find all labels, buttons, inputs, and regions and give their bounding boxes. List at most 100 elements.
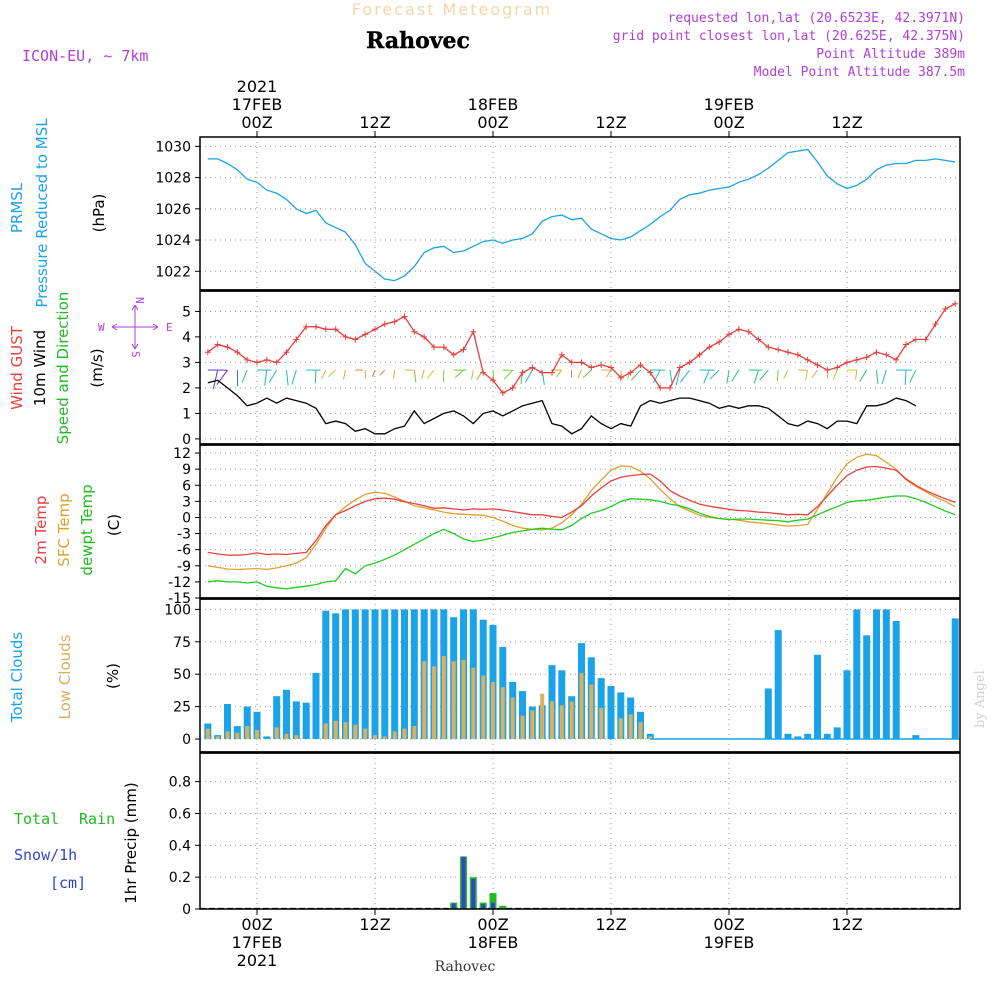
top-time-label: 17FEB [232, 95, 283, 114]
total-cloud-bar [263, 736, 271, 739]
gust-marker [932, 321, 939, 328]
total-cloud-bar [283, 689, 290, 740]
gust-marker [342, 333, 349, 340]
gust-marker [785, 349, 791, 356]
total-cloud-bar [342, 609, 349, 740]
wind-arrow [605, 369, 612, 378]
gust-marker [952, 300, 959, 307]
wind-arrow [393, 369, 396, 379]
wind-arrow [291, 369, 297, 385]
sfc-temp-line [207, 453, 956, 571]
gust-marker [903, 341, 909, 348]
gust-marker [254, 359, 260, 366]
gust-marker [922, 336, 929, 343]
footer-location: Rahovec [435, 959, 496, 975]
gust-marker [804, 356, 811, 363]
gust-marker [873, 349, 880, 356]
wind-arrow [630, 369, 641, 381]
super-title: Forecast Meteogram [352, 0, 552, 19]
gust-marker [381, 321, 388, 328]
bottom-time-label: 00Z [713, 915, 744, 934]
clouds-panel: 0 25 50 75 100 Total Clouds Low Clouds (%) [8, 599, 960, 752]
gust-marker [706, 344, 713, 351]
legend-snow: Snow/1h [14, 846, 77, 864]
total-cloud-bar [764, 688, 772, 740]
gust-marker [657, 384, 664, 391]
low-cloud-bar [451, 661, 456, 739]
compass-e: E [166, 321, 173, 334]
low-cloud-bar [520, 715, 525, 739]
clouds-ytick-label: 0 [182, 732, 191, 748]
pressure-ytick-label: 1028 [155, 171, 191, 187]
wind-arrow [859, 369, 868, 383]
snow-bar [481, 904, 486, 909]
gust-marker [617, 374, 624, 381]
watermark: by Angel [973, 670, 988, 728]
wind-arrow [216, 369, 228, 385]
wind-arrow [909, 369, 917, 383]
wind-ytick-label: 5 [182, 304, 191, 320]
axis-label: Total Clouds [8, 632, 26, 724]
gust-marker [499, 390, 506, 396]
gust-marker [322, 326, 329, 333]
pressure-panel: 1022 1024 1026 1028 1030 PRMSL Pressure Reduce… [8, 118, 960, 308]
low-cloud-bar [530, 710, 535, 739]
wind-speed-line [207, 379, 917, 435]
total-cloud-bar [243, 706, 251, 739]
temp-ytick-label: 12 [173, 446, 191, 462]
gust-marker [431, 344, 437, 351]
gust-marker [647, 369, 654, 376]
legend-rain: Rain [79, 810, 115, 828]
bottom-time-label: 12Z [831, 915, 862, 934]
wind-arrow [555, 369, 563, 378]
wind-arrow [904, 370, 907, 386]
clouds-ytick-label: 100 [164, 602, 191, 618]
axis-label: PRMSL [8, 182, 26, 233]
wind-arrow [471, 369, 474, 380]
wind-arrow [726, 369, 730, 384]
gust-marker [942, 305, 949, 312]
gust-marker [303, 323, 310, 330]
gust-marker [794, 351, 801, 358]
axis-label: 1hr Precip (mm) [122, 782, 140, 903]
rain-bar [489, 893, 497, 909]
gust-marker [834, 364, 841, 371]
bottom-time-label: 00Z [241, 915, 272, 934]
low-cloud-bar [589, 684, 594, 740]
gust-marker [440, 344, 447, 351]
pressure-line [207, 148, 956, 282]
pressure-ytick-label: 1022 [155, 264, 191, 280]
total-cloud-bar [391, 609, 399, 740]
low-cloud-bar [323, 723, 328, 740]
model-altitude: Model Point Altitude 387.5m [754, 65, 965, 80]
gust-marker [549, 369, 555, 376]
dewpt-line [207, 495, 956, 590]
compass-w: W [98, 321, 105, 334]
total-cloud-bar [292, 701, 300, 739]
low-cloud-bar [402, 728, 407, 740]
gust-marker [578, 359, 585, 366]
gust-marker [519, 369, 526, 376]
total-cloud-bar [401, 609, 408, 740]
bottom-time-label: 12Z [595, 915, 626, 934]
gust-marker [853, 356, 860, 363]
wind-panel: 0 1 2 3 4 5 Wind GUST 10m Wind Speed and Directi… [8, 291, 960, 448]
axis-label: 2m Temp [32, 496, 50, 565]
total-cloud-bar [332, 613, 340, 740]
wind-arrow [881, 369, 887, 384]
gust-marker [450, 351, 457, 358]
low-cloud-bar [432, 666, 436, 739]
low-cloud-bar [205, 728, 210, 740]
top-time-label: 00Z [713, 113, 744, 132]
wind-arrow [426, 369, 435, 379]
wind-arrow [413, 369, 417, 383]
wind-arrow [753, 369, 759, 384]
wind-arrow [321, 369, 327, 379]
gust-marker [775, 346, 782, 353]
precip-ytick-label: 0.6 [169, 806, 191, 822]
wind-arrow [759, 369, 769, 381]
gust-marker [912, 336, 919, 343]
temp-ytick-label: 6 [182, 478, 191, 494]
low-cloud-bar [245, 726, 250, 740]
axis-label: Speed and Direction [54, 292, 72, 445]
